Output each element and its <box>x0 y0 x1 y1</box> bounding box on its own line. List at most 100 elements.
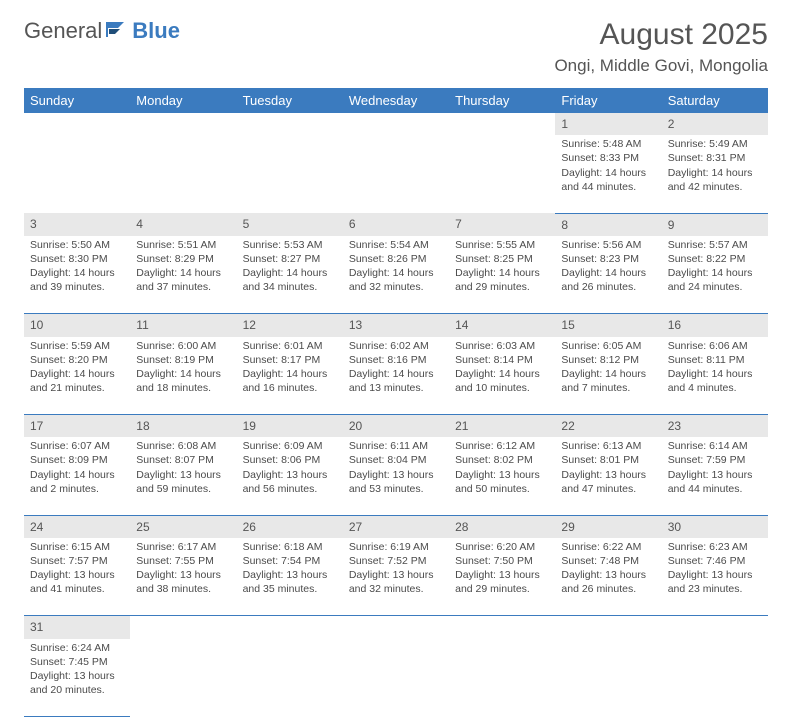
sunrise: Sunrise: 6:09 AM <box>243 439 337 453</box>
day-cell <box>237 135 343 213</box>
sunset: Sunset: 8:26 PM <box>349 252 443 266</box>
day-number-cell: 12 <box>237 314 343 337</box>
day-cell <box>343 639 449 717</box>
weekday-header: Friday <box>555 88 661 113</box>
sunset: Sunset: 8:01 PM <box>561 453 655 467</box>
day-number-cell <box>555 616 661 639</box>
day-number-cell: 18 <box>130 415 236 438</box>
sunset: Sunset: 8:12 PM <box>561 353 655 367</box>
location: Ongi, Middle Govi, Mongolia <box>554 56 768 76</box>
day-content-row: Sunrise: 5:59 AMSunset: 8:20 PMDaylight:… <box>24 337 768 415</box>
day-number-cell <box>24 113 130 135</box>
day-number-cell: 14 <box>449 314 555 337</box>
daylight: Daylight: 14 hours and 24 minutes. <box>668 266 762 294</box>
day-number-cell: 21 <box>449 415 555 438</box>
day-number-cell: 7 <box>449 213 555 236</box>
day-cell: Sunrise: 5:57 AMSunset: 8:22 PMDaylight:… <box>662 236 768 314</box>
weekday-header-row: SundayMondayTuesdayWednesdayThursdayFrid… <box>24 88 768 113</box>
calendar-table: SundayMondayTuesdayWednesdayThursdayFrid… <box>24 88 768 717</box>
daylight: Daylight: 14 hours and 34 minutes. <box>243 266 337 294</box>
sunrise: Sunrise: 5:57 AM <box>668 238 762 252</box>
daylight: Daylight: 14 hours and 29 minutes. <box>455 266 549 294</box>
daylight: Daylight: 13 hours and 35 minutes. <box>243 568 337 596</box>
daylight: Daylight: 13 hours and 59 minutes. <box>136 468 230 496</box>
sunset: Sunset: 8:17 PM <box>243 353 337 367</box>
sunset: Sunset: 7:52 PM <box>349 554 443 568</box>
daylight: Daylight: 13 hours and 23 minutes. <box>668 568 762 596</box>
day-number-cell: 30 <box>662 515 768 538</box>
day-number-row: 24252627282930 <box>24 515 768 538</box>
sunset: Sunset: 7:54 PM <box>243 554 337 568</box>
sunset: Sunset: 8:30 PM <box>30 252 124 266</box>
sunset: Sunset: 7:59 PM <box>668 453 762 467</box>
day-number-cell: 4 <box>130 213 236 236</box>
day-number-cell: 20 <box>343 415 449 438</box>
sunset: Sunset: 8:14 PM <box>455 353 549 367</box>
day-cell: Sunrise: 6:22 AMSunset: 7:48 PMDaylight:… <box>555 538 661 616</box>
daylight: Daylight: 14 hours and 26 minutes. <box>561 266 655 294</box>
sunrise: Sunrise: 6:24 AM <box>30 641 124 655</box>
sunset: Sunset: 8:33 PM <box>561 151 655 165</box>
daylight: Daylight: 14 hours and 2 minutes. <box>30 468 124 496</box>
day-number-cell: 27 <box>343 515 449 538</box>
sunset: Sunset: 8:07 PM <box>136 453 230 467</box>
sunrise: Sunrise: 5:50 AM <box>30 238 124 252</box>
weekday-header: Tuesday <box>237 88 343 113</box>
daylight: Daylight: 14 hours and 37 minutes. <box>136 266 230 294</box>
day-cell: Sunrise: 6:00 AMSunset: 8:19 PMDaylight:… <box>130 337 236 415</box>
brand-part1: General <box>24 18 102 44</box>
sunrise: Sunrise: 5:53 AM <box>243 238 337 252</box>
sunrise: Sunrise: 6:05 AM <box>561 339 655 353</box>
day-cell <box>449 135 555 213</box>
sunrise: Sunrise: 6:13 AM <box>561 439 655 453</box>
sunset: Sunset: 8:11 PM <box>668 353 762 367</box>
sunrise: Sunrise: 5:48 AM <box>561 137 655 151</box>
month-title: August 2025 <box>554 18 768 52</box>
weekday-header: Thursday <box>449 88 555 113</box>
sunrise: Sunrise: 5:55 AM <box>455 238 549 252</box>
daylight: Daylight: 14 hours and 13 minutes. <box>349 367 443 395</box>
sunset: Sunset: 8:06 PM <box>243 453 337 467</box>
sunrise: Sunrise: 6:20 AM <box>455 540 549 554</box>
day-cell: Sunrise: 5:54 AMSunset: 8:26 PMDaylight:… <box>343 236 449 314</box>
sunset: Sunset: 8:16 PM <box>349 353 443 367</box>
daylight: Daylight: 13 hours and 26 minutes. <box>561 568 655 596</box>
sunrise: Sunrise: 6:01 AM <box>243 339 337 353</box>
day-cell: Sunrise: 6:15 AMSunset: 7:57 PMDaylight:… <box>24 538 130 616</box>
day-number-cell: 26 <box>237 515 343 538</box>
calendar-body: 12 Sunrise: 5:48 AMSunset: 8:33 PM Dayligh… <box>24 113 768 717</box>
day-content-row: Sunrise: 5:48 AMSunset: 8:33 PM Daylight:… <box>24 135 768 213</box>
day-cell <box>555 639 661 717</box>
day-number-cell <box>343 113 449 135</box>
day-number-cell: 6 <box>343 213 449 236</box>
daylight: Daylight: 14 hours and 16 minutes. <box>243 367 337 395</box>
daylight: Daylight: 14 hours and 4 minutes. <box>668 367 762 395</box>
day-number-cell: 22 <box>555 415 661 438</box>
daylight: Daylight: 14 hours and 32 minutes. <box>349 266 443 294</box>
sunset: Sunset: 8:04 PM <box>349 453 443 467</box>
day-number-cell: 15 <box>555 314 661 337</box>
day-number-cell <box>130 113 236 135</box>
day-number-cell: 11 <box>130 314 236 337</box>
daylight: Daylight: 13 hours and 29 minutes. <box>455 568 549 596</box>
sunrise: Sunrise: 6:14 AM <box>668 439 762 453</box>
day-cell <box>662 639 768 717</box>
sunset: Sunset: 7:46 PM <box>668 554 762 568</box>
day-cell <box>343 135 449 213</box>
sunrise: Sunrise: 6:03 AM <box>455 339 549 353</box>
brand-logo: General Blue <box>24 18 180 44</box>
daylight: Daylight: 14 hours and 42 minutes. <box>668 166 762 194</box>
weekday-header: Sunday <box>24 88 130 113</box>
sunrise: Sunrise: 5:59 AM <box>30 339 124 353</box>
daylight: Daylight: 13 hours and 56 minutes. <box>243 468 337 496</box>
sunrise: Sunrise: 6:02 AM <box>349 339 443 353</box>
sunset: Sunset: 8:23 PM <box>561 252 655 266</box>
day-cell: Sunrise: 5:53 AMSunset: 8:27 PMDaylight:… <box>237 236 343 314</box>
day-number-cell: 2 <box>662 113 768 135</box>
day-cell: Sunrise: 5:50 AMSunset: 8:30 PMDaylight:… <box>24 236 130 314</box>
sunset: Sunset: 7:55 PM <box>136 554 230 568</box>
brand-part2: Blue <box>132 18 180 44</box>
sunrise: Sunrise: 5:54 AM <box>349 238 443 252</box>
daylight: Daylight: 13 hours and 44 minutes. <box>668 468 762 496</box>
day-number-cell: 31 <box>24 616 130 639</box>
